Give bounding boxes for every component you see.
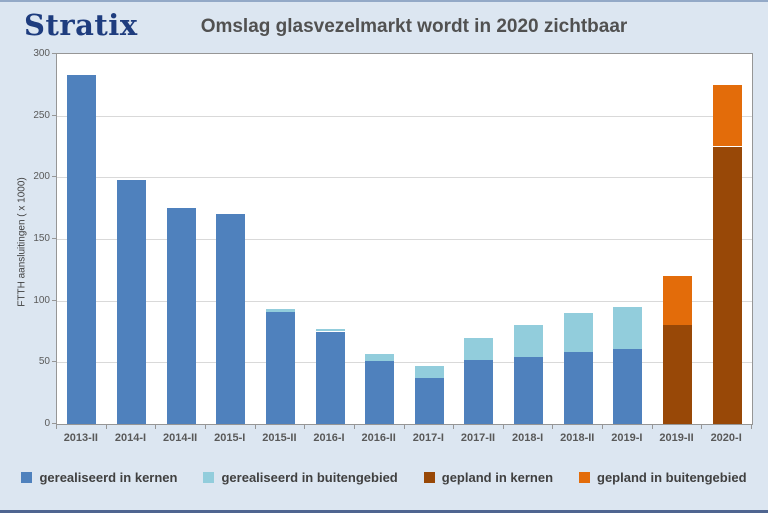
x-tick-label: 2013-II — [63, 432, 98, 444]
x-tick-label: 2015-I — [214, 432, 246, 444]
x-tick-mark — [651, 425, 653, 429]
x-tick-label: 2017-I — [412, 432, 444, 444]
x-tick-label: 2015-II — [262, 432, 297, 444]
legend-swatch — [203, 472, 215, 483]
x-tick-mark — [701, 425, 703, 429]
x-tick-label: 2016-II — [361, 432, 396, 444]
bar-segment — [414, 378, 444, 424]
x-tick-label: 2019-II — [659, 432, 694, 444]
bar-segment — [663, 325, 693, 424]
plot-area — [56, 53, 753, 425]
x-tick-mark — [105, 425, 107, 429]
bar-segment — [414, 366, 444, 379]
bar-segment — [613, 306, 643, 349]
legend-item: gepland in buitengebied — [579, 470, 747, 485]
legend-item: gerealiseerd in buitengebied — [203, 470, 398, 485]
bar-segment — [712, 146, 742, 424]
x-tick-mark — [304, 425, 306, 429]
y-tick-mark — [52, 299, 56, 301]
chart-title: Omslag glasvezelmarkt wordt in 2020 zich… — [200, 16, 628, 37]
bar-segment — [365, 361, 395, 424]
gridline — [57, 300, 752, 302]
legend-swatch — [423, 472, 435, 483]
x-tick-mark — [751, 425, 752, 429]
legend: gerealiseerd in kernen gerealiseerd in bu… — [0, 470, 768, 485]
bar-segment — [563, 313, 593, 353]
bar-segment — [464, 359, 494, 424]
legend-label: gepland in kernen — [441, 470, 554, 485]
bar-segment — [315, 329, 345, 332]
bar-segment — [265, 311, 295, 424]
legend-item: gepland in kernen — [423, 470, 554, 485]
x-tick-label: 2020-I — [710, 432, 742, 444]
y-tick-label: 0 — [44, 418, 50, 429]
x-tick-mark — [602, 425, 604, 429]
bar-segment — [315, 331, 345, 424]
y-tick-mark — [52, 423, 56, 424]
x-tick-mark — [353, 425, 355, 429]
bar-segment — [116, 179, 146, 424]
stratix-logo: Stratix — [24, 8, 138, 42]
bar-segment — [216, 214, 246, 424]
x-tick-label: 2017-II — [460, 432, 496, 444]
gridline — [57, 177, 752, 179]
bar-segment — [663, 276, 693, 326]
x-tick-label: 2018-II — [560, 432, 595, 444]
bar-segment — [365, 353, 395, 362]
x-tick-mark — [204, 425, 206, 429]
x-tick-mark — [56, 425, 57, 429]
bar-segment — [563, 352, 593, 424]
y-tick-mark — [52, 361, 56, 363]
legend-swatch — [21, 472, 33, 483]
y-tick-mark — [52, 238, 56, 239]
y-tick-mark — [52, 176, 56, 178]
bar-segment — [166, 208, 196, 424]
x-tick-mark — [502, 425, 504, 429]
x-tick-mark — [403, 425, 405, 429]
bar-segment — [613, 348, 643, 424]
y-tick-label: 150 — [33, 233, 50, 244]
x-tick-mark — [254, 425, 256, 429]
y-tick-label: 200 — [33, 171, 50, 183]
gridline — [57, 239, 752, 240]
x-tick-label: 2014-I — [114, 432, 147, 444]
gridline — [57, 115, 752, 117]
bar-segment — [514, 357, 544, 424]
y-tick-mark — [52, 53, 56, 54]
y-tick-label: 100 — [33, 294, 50, 306]
bar-segment — [464, 337, 494, 360]
bar-segment — [514, 325, 544, 358]
x-tick-label: 2014-II — [162, 432, 198, 444]
y-tick-label: 250 — [33, 109, 50, 121]
bar-segment — [67, 74, 97, 424]
x-tick-mark — [552, 425, 554, 429]
legend-label: gerealiseerd in buitengebied — [221, 470, 398, 485]
y-tick-label: 300 — [33, 48, 50, 59]
bar-segment — [712, 84, 742, 147]
y-tick-mark — [52, 114, 56, 116]
legend-swatch — [579, 472, 591, 483]
x-tick-label: 2016-I — [313, 432, 345, 444]
y-tick-label: 50 — [38, 356, 50, 368]
x-tick-mark — [155, 425, 157, 429]
legend-label: gepland in buitengebied — [597, 470, 747, 485]
legend-item: gerealiseerd in kernen — [21, 470, 177, 485]
legend-label: gerealiseerd in kernen — [39, 470, 178, 485]
x-tick-label: 2018-I — [512, 432, 544, 444]
x-tick-label: 2019-I — [611, 432, 643, 444]
x-tick-mark — [453, 425, 455, 429]
bar-segment — [265, 309, 295, 312]
gridline — [57, 362, 752, 364]
